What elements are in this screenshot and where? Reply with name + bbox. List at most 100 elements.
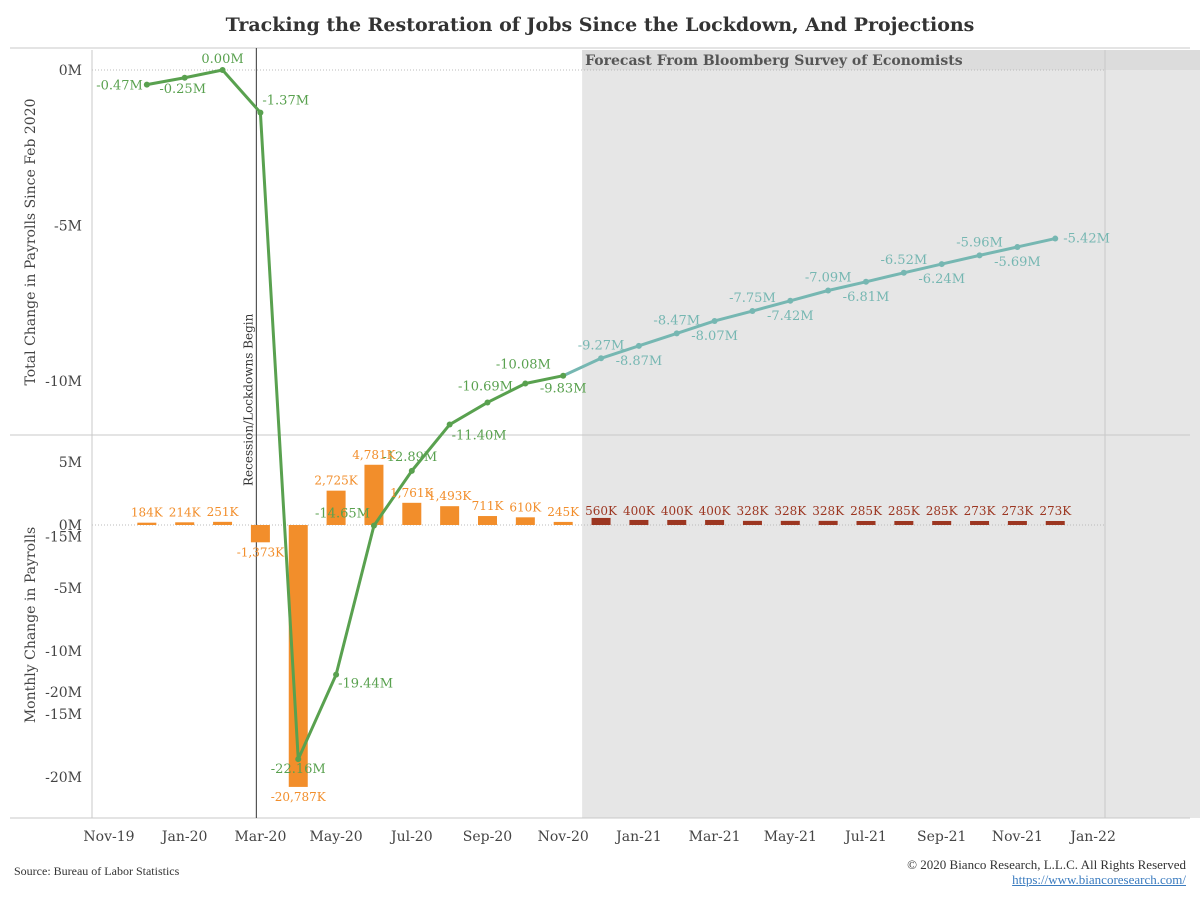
forecast-bar-label: 560K	[585, 504, 618, 518]
forecast-bar	[856, 521, 876, 525]
forecast-shade-layer	[582, 50, 1200, 818]
forecast-bar-label: 328K	[812, 504, 845, 518]
forecast-bar-label: 285K	[850, 504, 883, 518]
x-tick-label: Jan-21	[614, 829, 662, 845]
forecast-bar	[742, 520, 762, 525]
forecast-point	[673, 330, 680, 337]
forecast-bar-label: 273K	[1001, 504, 1034, 518]
y-tick-label-top: -5M	[54, 219, 82, 235]
x-tick-label: Jul-21	[843, 829, 887, 845]
y-tick-label-bottom: -5M	[54, 581, 82, 597]
x-tick-label: Nov-19	[83, 829, 134, 845]
x-tick-label: Mar-21	[689, 829, 741, 845]
x-tick-label: Jan-22	[1068, 829, 1116, 845]
forecast-bar	[705, 519, 725, 525]
forecast-point-label: -7.09M	[805, 270, 852, 285]
event-annotation: Recession/Lockdowns Begin	[241, 313, 255, 486]
actual-bar	[402, 502, 422, 525]
actual-bar	[213, 521, 233, 525]
actual-line	[146, 68, 564, 761]
forecast-point-label: -6.52M	[881, 253, 928, 268]
forecast-point-label: -6.81M	[843, 290, 890, 305]
forecast-bar-label: 400K	[699, 504, 732, 518]
actual-point	[484, 399, 491, 406]
forecast-point-label: -7.42M	[767, 309, 814, 324]
actual-bar	[364, 464, 384, 525]
forecast-line	[562, 237, 1056, 378]
chart-title: Tracking the Restoration of Jobs Since t…	[225, 14, 975, 36]
forecast-point	[938, 261, 945, 268]
forecast-bar-label: 400K	[623, 504, 656, 518]
actual-point	[408, 467, 415, 474]
actual-bar	[175, 522, 195, 525]
actual-point-label: -0.47M	[96, 79, 143, 94]
actual-point	[219, 67, 226, 73]
forecast-shade	[582, 50, 1200, 818]
actual-bar	[288, 525, 308, 787]
actual-bar	[137, 522, 157, 525]
forecast-bar	[629, 519, 649, 525]
forecast-point	[635, 342, 642, 349]
actual-bar-label: 214K	[169, 505, 202, 519]
y-tick-label-bottom: -20M	[45, 770, 82, 786]
actual-point-label: -0.25M	[159, 82, 206, 97]
y-tick-label-top: -10M	[45, 374, 82, 390]
actual-point	[333, 671, 340, 678]
copyright-text: © 2020 Bianco Research, L.L.C. All Right…	[907, 857, 1186, 872]
x-tick-label: Mar-20	[234, 829, 286, 845]
x-tick-label: Jan-20	[160, 829, 208, 845]
actual-bar	[250, 525, 270, 543]
actual-point-label: -11.40M	[452, 429, 507, 444]
actual-point	[181, 74, 188, 81]
actual-point-label: -12.89M	[382, 450, 437, 465]
actual-point-label: -1.37M	[262, 94, 309, 109]
forecast-point-label: -8.07M	[691, 329, 738, 344]
forecast-bar	[894, 521, 914, 525]
forecast-point	[863, 278, 869, 285]
actual-bar-label: -20,787K	[271, 790, 327, 804]
forecast-point	[900, 269, 907, 276]
actual-bar	[478, 516, 497, 525]
y-tick-label-bottom: 5M	[59, 455, 82, 471]
forecast-point	[598, 355, 605, 362]
forecast-bar-label: 328K	[737, 504, 770, 518]
forecast-bar-label: 400K	[661, 504, 694, 518]
forecast-bar-label: 285K	[888, 504, 921, 518]
actual-bar-label: 711K	[472, 499, 505, 513]
forecast-bar	[1007, 521, 1027, 525]
forecast-point	[787, 297, 794, 304]
website-link[interactable]: https://www.biancoresearch.com/	[1012, 872, 1186, 887]
forecast-bar-label: 328K	[774, 504, 807, 518]
forecast-point-label: -9.27M	[578, 338, 625, 353]
actual-bar-label: 2,725K	[314, 474, 358, 488]
actual-bar	[440, 506, 460, 525]
forecast-point-label: -6.24M	[918, 272, 965, 287]
y-axis-title-top: Total Change in Payrolls Since Feb 2020	[23, 98, 39, 385]
labels-layer: Forecast From Bloomberg Survey of Econom…	[23, 52, 1116, 845]
actual-point-label: -14.65M	[315, 507, 370, 522]
y-axis-title-bottom: Monthly Change in Payrolls	[23, 527, 39, 723]
actual-point-label: -10.08M	[496, 357, 551, 372]
actual-bar-label: 4,781K	[352, 448, 396, 462]
actual-point	[295, 756, 302, 763]
x-tick-label: May-21	[764, 829, 817, 845]
actual-point	[446, 421, 453, 428]
forecast-point-label: -8.87M	[616, 354, 663, 369]
forecast-bar	[818, 520, 838, 525]
forecast-bar	[780, 520, 800, 525]
forecast-point	[711, 317, 718, 324]
actual-bar-label: 610K	[509, 500, 542, 514]
forecast-bar-label: 285K	[926, 504, 959, 518]
forecast-label-bg	[582, 50, 1200, 70]
forecast-point-label: -7.75M	[729, 291, 776, 306]
forecast-point	[825, 287, 832, 294]
axes-layer	[10, 47, 1190, 819]
y-tick-label-top: -20M	[45, 685, 82, 701]
forecast-point-label: -5.96M	[956, 235, 1003, 250]
actual-point-label: -19.44M	[338, 677, 393, 692]
forecast-bar	[667, 519, 687, 525]
x-tick-label: Jul-20	[389, 829, 433, 845]
forecast-point	[1052, 235, 1059, 242]
x-tick-label: Sep-21	[917, 829, 966, 845]
